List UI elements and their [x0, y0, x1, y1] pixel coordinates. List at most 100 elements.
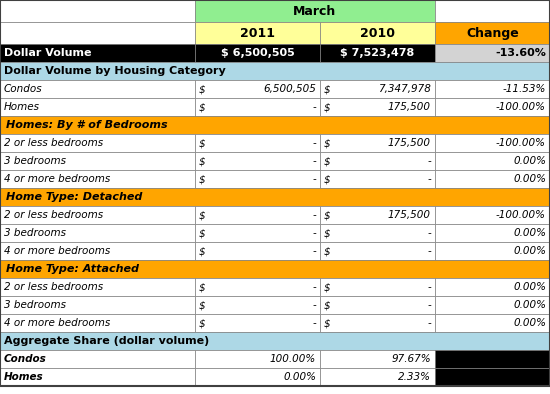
- Text: -: -: [427, 300, 431, 310]
- Text: 7,347,978: 7,347,978: [378, 84, 431, 94]
- Bar: [195, 368, 320, 386]
- Bar: [435, 224, 550, 242]
- Bar: [435, 368, 550, 386]
- Text: 175,500: 175,500: [388, 102, 431, 112]
- Bar: [195, 22, 320, 44]
- Bar: [435, 350, 550, 368]
- Bar: [0, 22, 195, 44]
- Text: 3 bedrooms: 3 bedrooms: [4, 300, 66, 310]
- Bar: [0, 62, 550, 80]
- Bar: [0, 296, 195, 314]
- Text: $: $: [199, 318, 206, 328]
- Text: Homes: By # of Bedrooms: Homes: By # of Bedrooms: [6, 120, 168, 130]
- Text: 2011: 2011: [240, 26, 275, 39]
- Text: Aggregate Share (dollar volume): Aggregate Share (dollar volume): [4, 336, 209, 346]
- Text: Homes: Homes: [4, 372, 43, 382]
- Text: 0.00%: 0.00%: [513, 156, 546, 166]
- Text: -11.53%: -11.53%: [503, 84, 546, 94]
- Text: $: $: [324, 156, 331, 166]
- Text: $: $: [199, 300, 206, 310]
- Text: 0.00%: 0.00%: [513, 174, 546, 184]
- Bar: [320, 44, 435, 62]
- Bar: [0, 44, 195, 62]
- Text: 100.00%: 100.00%: [270, 354, 316, 364]
- Bar: [320, 296, 435, 314]
- Text: -: -: [427, 246, 431, 256]
- Bar: [195, 98, 320, 116]
- Bar: [0, 260, 550, 278]
- Text: -: -: [312, 156, 316, 166]
- Bar: [0, 350, 195, 368]
- Bar: [435, 0, 550, 22]
- Bar: [0, 242, 195, 260]
- Text: -: -: [427, 282, 431, 292]
- Bar: [0, 116, 550, 134]
- Text: $: $: [199, 84, 206, 94]
- Text: $: $: [199, 174, 206, 184]
- Bar: [0, 0, 195, 22]
- Text: $: $: [324, 318, 331, 328]
- Text: $ 6,500,505: $ 6,500,505: [221, 48, 294, 58]
- Text: 4 or more bedrooms: 4 or more bedrooms: [4, 174, 110, 184]
- Bar: [320, 22, 435, 44]
- Bar: [320, 152, 435, 170]
- Bar: [0, 368, 195, 386]
- Bar: [435, 296, 550, 314]
- Text: $: $: [324, 138, 331, 148]
- Text: Condos: Condos: [4, 354, 47, 364]
- Text: $: $: [199, 282, 206, 292]
- Text: -: -: [312, 210, 316, 220]
- Bar: [0, 314, 195, 332]
- Text: -: -: [312, 138, 316, 148]
- Text: $: $: [199, 102, 206, 112]
- Bar: [320, 350, 435, 368]
- Bar: [195, 134, 320, 152]
- Text: $: $: [324, 102, 331, 112]
- Bar: [320, 134, 435, 152]
- Bar: [0, 206, 195, 224]
- Text: 0.00%: 0.00%: [513, 282, 546, 292]
- Bar: [195, 80, 320, 98]
- Bar: [435, 278, 550, 296]
- Text: -: -: [427, 318, 431, 328]
- Text: 175,500: 175,500: [388, 210, 431, 220]
- Bar: [0, 152, 195, 170]
- Bar: [320, 98, 435, 116]
- Bar: [195, 224, 320, 242]
- Bar: [195, 44, 320, 62]
- Text: $: $: [199, 138, 206, 148]
- Bar: [435, 44, 550, 62]
- Text: -: -: [312, 318, 316, 328]
- Text: Condos: Condos: [4, 84, 43, 94]
- Text: -13.60%: -13.60%: [495, 48, 546, 58]
- Bar: [195, 206, 320, 224]
- Bar: [0, 188, 550, 206]
- Bar: [195, 350, 320, 368]
- Text: March: March: [293, 4, 337, 17]
- Text: -: -: [312, 300, 316, 310]
- Text: $: $: [324, 210, 331, 220]
- Text: $: $: [199, 156, 206, 166]
- Text: 2 or less bedrooms: 2 or less bedrooms: [4, 282, 103, 292]
- Text: 175,500: 175,500: [388, 138, 431, 148]
- Text: 2.33%: 2.33%: [398, 372, 431, 382]
- Text: -100.00%: -100.00%: [496, 102, 546, 112]
- Text: 2 or less bedrooms: 2 or less bedrooms: [4, 210, 103, 220]
- Text: -: -: [312, 174, 316, 184]
- Text: 0.00%: 0.00%: [513, 300, 546, 310]
- Text: $: $: [199, 210, 206, 220]
- Text: -: -: [427, 174, 431, 184]
- Bar: [435, 170, 550, 188]
- Text: -100.00%: -100.00%: [496, 138, 546, 148]
- Bar: [435, 242, 550, 260]
- Bar: [320, 242, 435, 260]
- Text: -: -: [427, 228, 431, 238]
- Bar: [0, 80, 195, 98]
- Text: $: $: [324, 282, 331, 292]
- Text: Home Type: Attached: Home Type: Attached: [6, 264, 139, 274]
- Text: $: $: [324, 300, 331, 310]
- Bar: [195, 314, 320, 332]
- Bar: [320, 314, 435, 332]
- Bar: [195, 170, 320, 188]
- Bar: [320, 368, 435, 386]
